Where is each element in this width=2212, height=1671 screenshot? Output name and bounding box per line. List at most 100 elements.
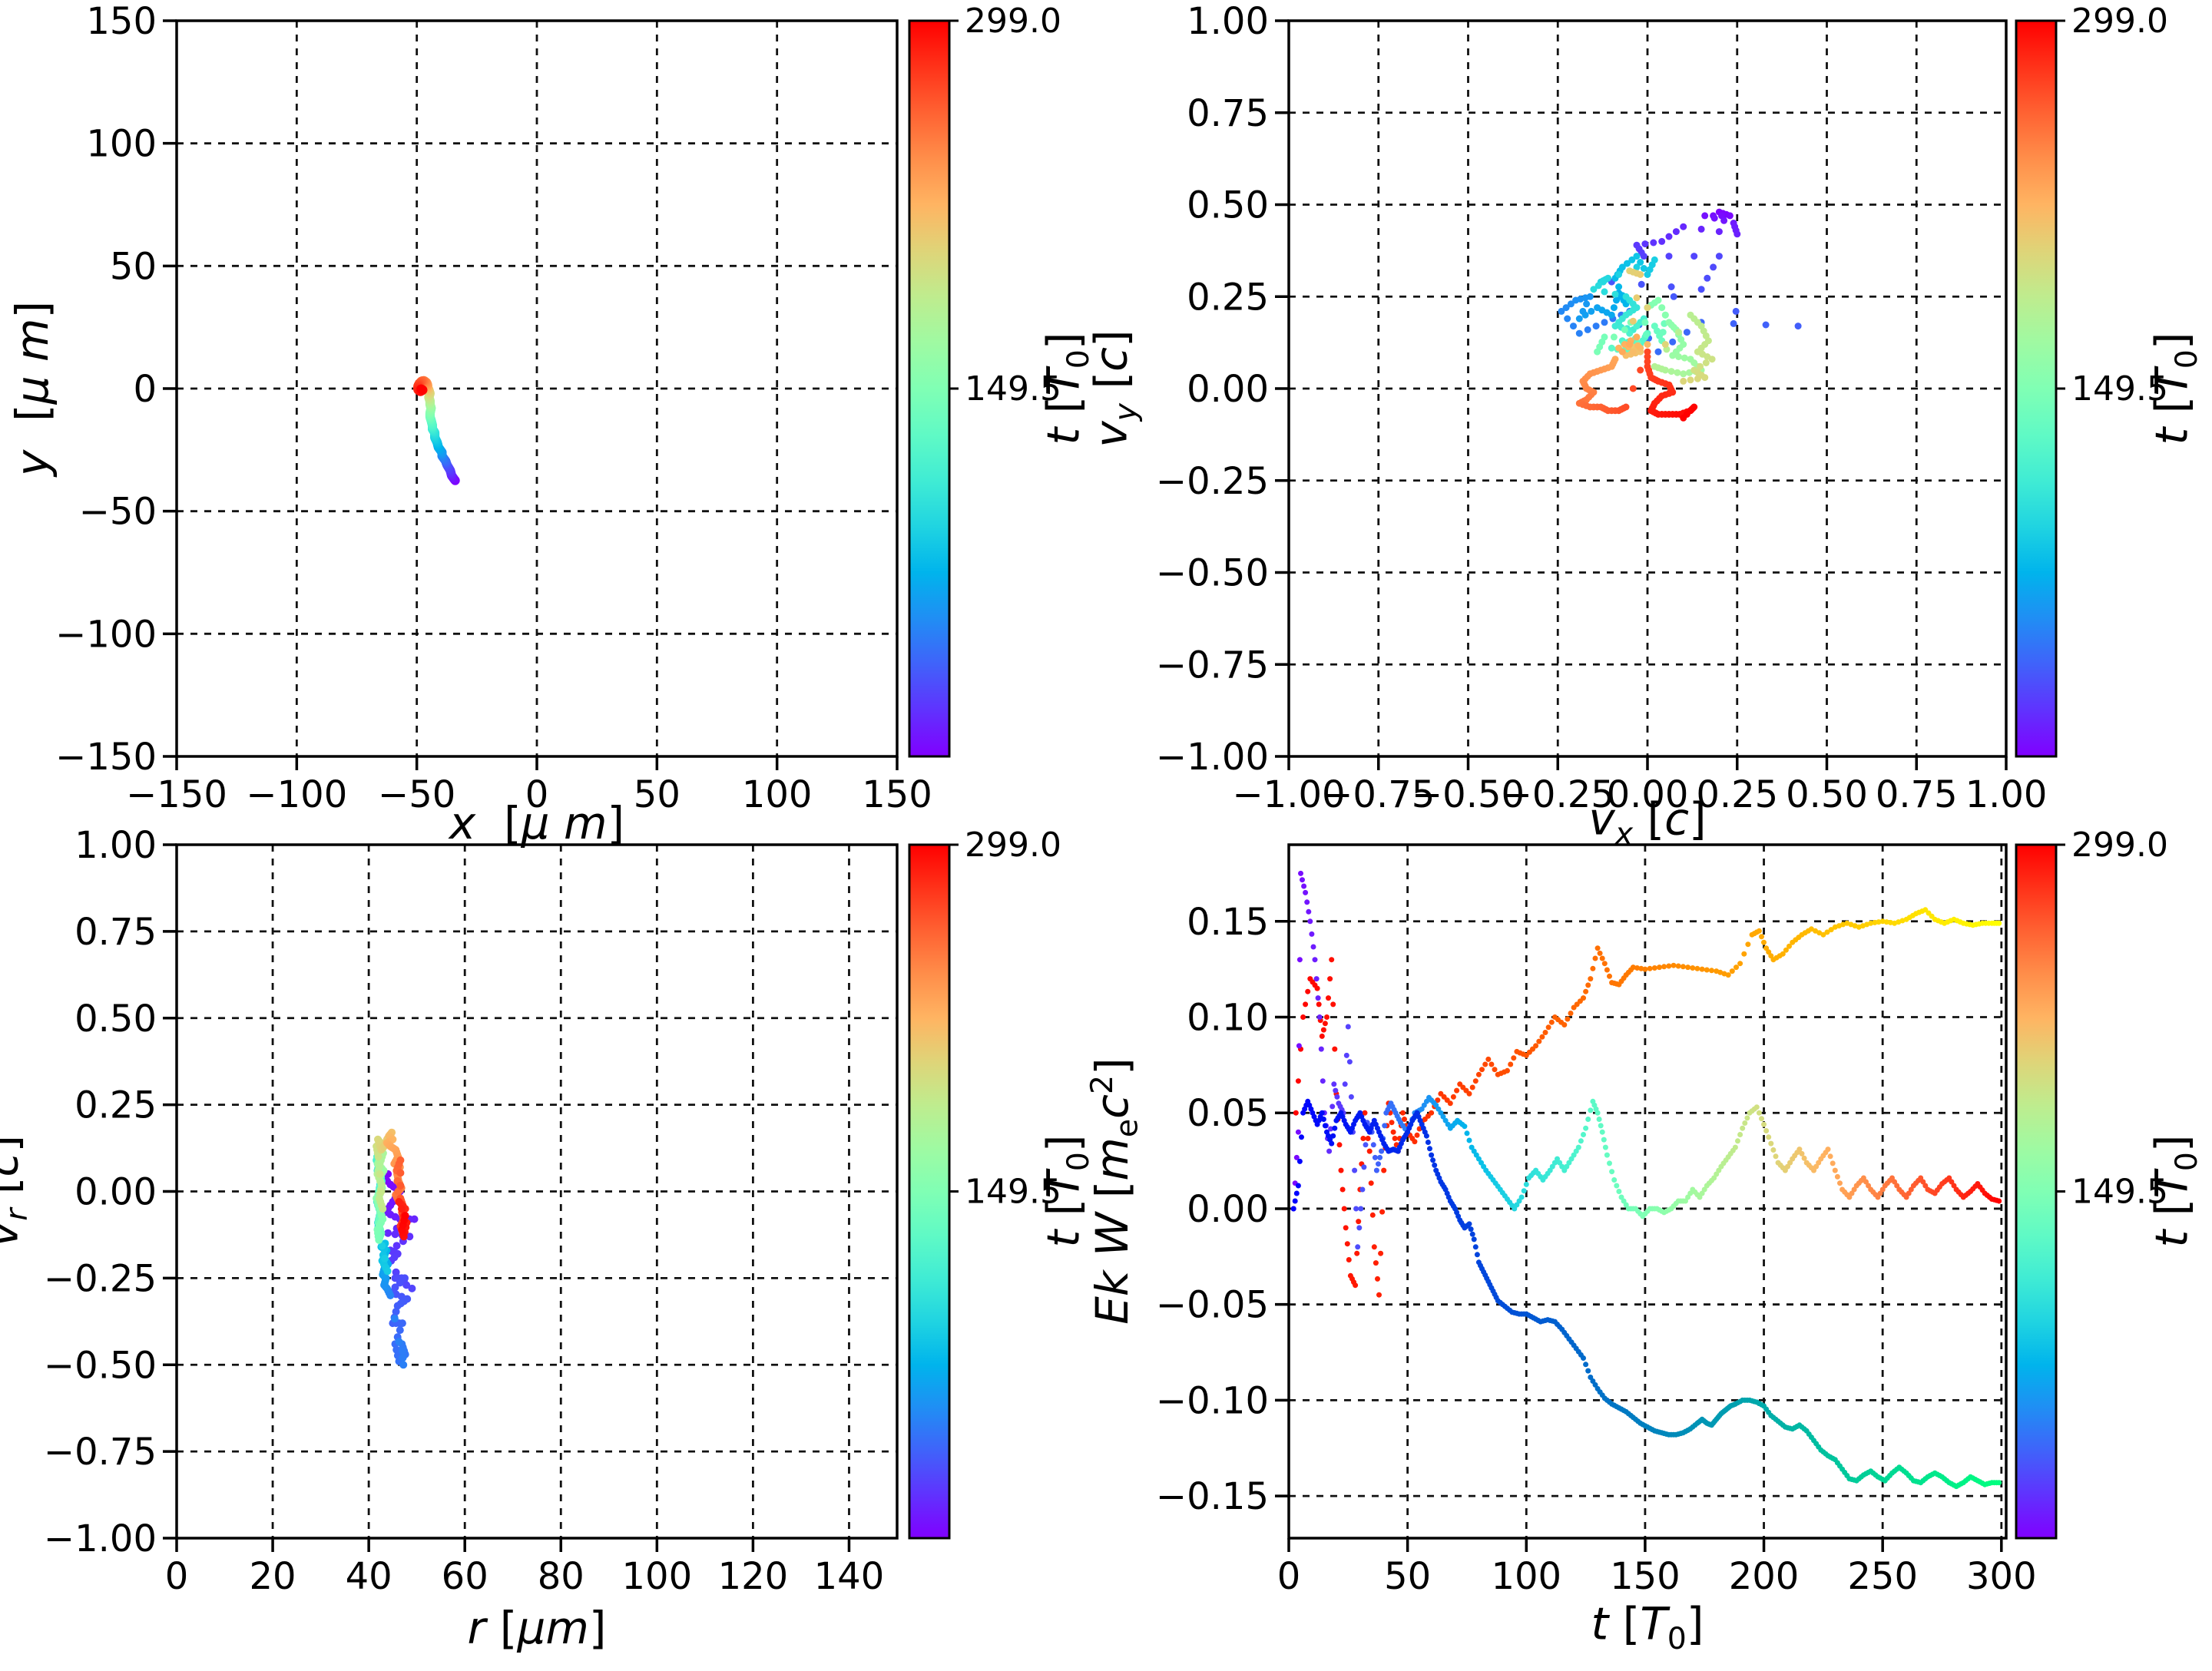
- svg-text:0.10: 0.10: [1187, 997, 1269, 1040]
- colorbar-tick-label: 149.5: [965, 1173, 1061, 1212]
- svg-text:50: 50: [1384, 1555, 1431, 1598]
- svg-text:200: 200: [1729, 1555, 1800, 1598]
- xy-ylabel: y [μ m]: [6, 300, 58, 477]
- svg-text:−100: −100: [55, 613, 157, 656]
- svg-text:0.25: 0.25: [1187, 276, 1269, 319]
- colorbar-tick-label: 149.5: [2071, 1173, 2168, 1212]
- tick-marks: [1275, 19, 2008, 770]
- tick-labels: 0 50 100 150 200 250 300 −0.15 −0.10 −0.05 0.00 0.0…: [1156, 901, 2037, 1598]
- svg-text:120: 120: [718, 1555, 789, 1598]
- svg-text:20: 20: [250, 1555, 296, 1598]
- colorbar: [2015, 843, 2058, 1540]
- svg-text:80: 80: [538, 1555, 584, 1598]
- svg-text:−150: −150: [126, 773, 227, 816]
- svg-text:−0.25: −0.25: [1156, 460, 1269, 503]
- svg-text:40: 40: [346, 1555, 392, 1598]
- colorbar-tick-label: 299.0: [965, 2, 1061, 41]
- svg-text:−1.00: −1.00: [44, 1517, 157, 1560]
- svg-text:0.25: 0.25: [75, 1084, 157, 1127]
- tick-marks: [1275, 920, 2003, 1552]
- svg-text:150: 150: [86, 0, 157, 43]
- svg-text:140: 140: [814, 1555, 885, 1598]
- colorbar-tick-label: 149.5: [965, 369, 1061, 409]
- svg-text:0.75: 0.75: [1187, 92, 1269, 135]
- series-points: [1558, 208, 1802, 422]
- vxvy-ylabel: vy [c]: [1084, 329, 1144, 448]
- svg-text:150: 150: [862, 773, 932, 816]
- subplot-energy-work: 0 50 100 150 200 250 300 −0.15 −0.10 −0.05 0.00 0.0…: [1156, 826, 2168, 1598]
- svg-text:0.25: 0.25: [1696, 773, 1778, 816]
- svg-text:150: 150: [1610, 1555, 1681, 1598]
- svg-text:60: 60: [442, 1555, 488, 1598]
- svg-text:0.00: 0.00: [1187, 368, 1269, 411]
- svg-text:0.15: 0.15: [1187, 901, 1269, 944]
- ekw-ylabel: Ek W [mec2]: [1084, 1057, 1145, 1325]
- svg-text:−150: −150: [55, 736, 157, 779]
- xy-xlabel: x [μ m]: [449, 797, 625, 849]
- svg-text:0.75: 0.75: [75, 911, 157, 954]
- vxvy-xlabel: vx [c]: [1588, 792, 1707, 852]
- tick-labels: −150 −100 −50 0 50 100 150 −150 −100 −50 0 50 100 150: [55, 0, 932, 816]
- colorbar-tick-label: 299.0: [2071, 2, 2168, 41]
- tick-marks: [163, 19, 899, 770]
- svg-text:0: 0: [133, 368, 157, 411]
- svg-text:−0.25: −0.25: [1502, 773, 1614, 816]
- svg-text:0.00: 0.00: [1607, 773, 1689, 816]
- series-points: [413, 376, 460, 485]
- svg-text:250: 250: [1847, 1555, 1918, 1598]
- svg-text:−50: −50: [378, 773, 455, 816]
- svg-text:−0.05: −0.05: [1156, 1284, 1269, 1327]
- svg-text:50: 50: [110, 245, 157, 288]
- rvr-ylabel: vr [c]: [0, 1135, 35, 1247]
- colorbar: [908, 843, 951, 1540]
- tick-marks: [163, 843, 851, 1552]
- svg-text:1.00: 1.00: [1187, 0, 1269, 43]
- colorbar-tick-label: 149.5: [2071, 369, 2168, 409]
- work-lower: [1290, 1098, 2002, 1490]
- svg-text:−0.75: −0.75: [1156, 644, 1269, 687]
- svg-text:0.00: 0.00: [75, 1171, 157, 1214]
- svg-text:100: 100: [622, 1555, 693, 1598]
- series-points: [373, 1128, 419, 1369]
- colorbar: [908, 19, 951, 758]
- svg-text:0.00: 0.00: [1187, 1188, 1269, 1231]
- svg-text:−1.00: −1.00: [1232, 773, 1345, 816]
- colorbar-tick-label: 299.0: [2071, 826, 2168, 865]
- axes-spines: [1287, 843, 2008, 1540]
- radial-phase-trajectory: [373, 1128, 419, 1369]
- svg-text:−0.50: −0.50: [1412, 773, 1525, 816]
- vxvy-colorbar-label: t [T0]: [2145, 332, 2205, 445]
- tick-labels: −1.00−0.75−0.50−0.250.00 0.25 0.50 0.75 1.00…: [1156, 0, 2048, 816]
- series-points: [1290, 870, 2002, 1490]
- svg-text:−50: −50: [79, 491, 157, 534]
- svg-text:0.75: 0.75: [1876, 773, 1958, 816]
- subplot-xy: −150 −100 −50 0 50 100 150 −150 −100 −50 0 50 100 150…: [55, 0, 1061, 816]
- ekw-xlabel: t [T0]: [1591, 1597, 1704, 1657]
- particle-trajectory: [413, 376, 460, 485]
- svg-text:−0.15: −0.15: [1156, 1475, 1269, 1518]
- svg-text:100: 100: [86, 123, 157, 166]
- velocity-trajectory: [1558, 208, 1802, 422]
- svg-text:−1.00: −1.00: [1156, 736, 1269, 779]
- svg-text:1.00: 1.00: [1965, 773, 2048, 816]
- colorbar-tick-label: 299.0: [965, 826, 1061, 865]
- svg-text:300: 300: [1966, 1555, 2037, 1598]
- svg-text:−0.75: −0.75: [44, 1431, 157, 1474]
- svg-text:0.05: 0.05: [1187, 1092, 1269, 1135]
- tick-labels: 0 20 40 60 80 100 120 140 −1.00 −0.75 −0.50 −0.25 0.…: [44, 824, 884, 1598]
- svg-text:−0.50: −0.50: [44, 1344, 157, 1387]
- work-upper: [1293, 907, 2002, 1298]
- svg-text:−0.10: −0.10: [1156, 1379, 1269, 1422]
- svg-text:0: 0: [525, 773, 549, 816]
- svg-text:−0.75: −0.75: [1322, 773, 1435, 816]
- svg-text:−0.50: −0.50: [1156, 552, 1269, 595]
- svg-text:0.50: 0.50: [1187, 184, 1269, 227]
- svg-text:0: 0: [1277, 1555, 1301, 1598]
- svg-text:0.50: 0.50: [1786, 773, 1868, 816]
- colorbar: [2015, 19, 2058, 758]
- ekw-colorbar-label: t [T0]: [2145, 1134, 2205, 1248]
- svg-text:−0.25: −0.25: [44, 1257, 157, 1300]
- svg-text:100: 100: [742, 773, 813, 816]
